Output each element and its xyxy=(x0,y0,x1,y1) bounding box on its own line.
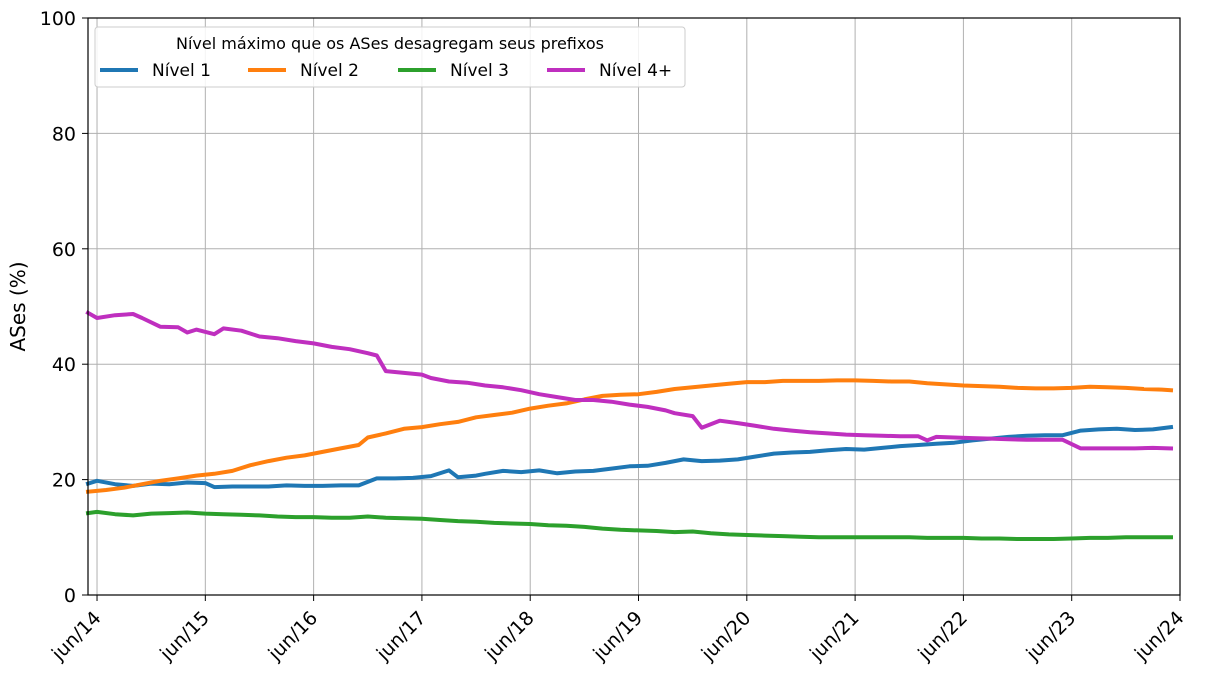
y-tick-label: 40 xyxy=(52,354,76,376)
x-tick-label: jun/24 xyxy=(1130,607,1189,666)
series-line-n-vel-1 xyxy=(85,424,1174,490)
x-tick-label: jun/17 xyxy=(372,607,431,666)
x-tick-label: jun/14 xyxy=(47,607,106,666)
legend-label: Nível 3 xyxy=(450,61,509,81)
y-tick-label: 20 xyxy=(52,470,76,492)
x-tick-label: jun/19 xyxy=(588,607,647,666)
x-tick-label: jun/22 xyxy=(913,607,972,666)
legend-label: Nível 1 xyxy=(152,61,211,81)
legend-label: Nível 2 xyxy=(300,61,359,81)
y-axis-title: ASes (%) xyxy=(6,261,30,351)
legend-title: Nível máximo que os ASes desagregam seus… xyxy=(176,34,604,53)
series-line-n-vel-4 xyxy=(85,310,1174,451)
legend-box xyxy=(94,26,686,88)
y-tick-label: 80 xyxy=(52,123,76,145)
grid-lines xyxy=(88,17,1181,596)
x-tick-label: jun/20 xyxy=(697,607,756,666)
legend-items: Nível 1 Nível 2 Nível 3 Nível 4+ xyxy=(100,61,672,81)
series-lines xyxy=(85,310,1174,541)
legend-label: Nível 4+ xyxy=(599,61,672,81)
x-tick-label: jun/18 xyxy=(480,607,539,666)
x-tick-label: jun/16 xyxy=(263,607,322,666)
x-tick-label: jun/23 xyxy=(1022,607,1081,666)
x-tick-label: jun/21 xyxy=(805,607,864,666)
plot-frame xyxy=(87,17,1181,596)
legend: Nível máximo que os ASes desagregam seus… xyxy=(94,26,686,88)
x-tick-label: jun/15 xyxy=(155,607,214,666)
series-line-n-vel-3 xyxy=(85,509,1173,541)
y-tick-label: 60 xyxy=(52,239,76,261)
y-tick-label: 100 xyxy=(40,8,76,30)
axis-ticks: 0 20 40 60 80 100 jun/14 jun/15 jun/16 jun/17 jun/… xyxy=(40,8,1189,666)
y-tick-label: 0 xyxy=(64,585,76,607)
series-line-n-vel-2 xyxy=(85,378,1174,494)
